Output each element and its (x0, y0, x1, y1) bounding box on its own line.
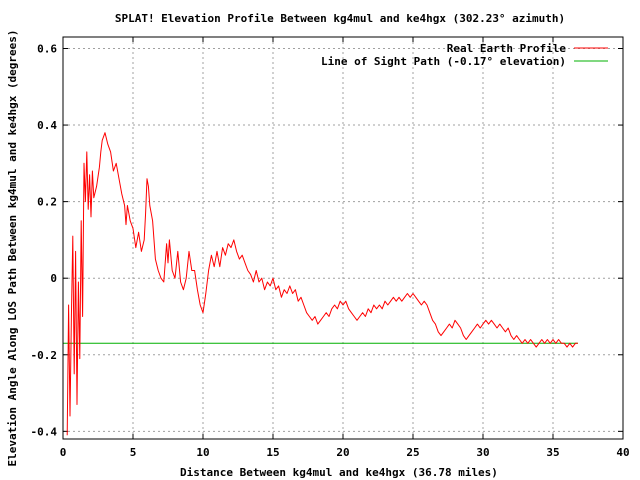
series-line-0 (66, 132, 578, 436)
x-tick-label: 10 (196, 446, 209, 459)
y-tick-label: -0.2 (31, 349, 58, 362)
chart-title: SPLAT! Elevation Profile Between kg4mul … (115, 12, 565, 25)
plot-frame (62, 36, 624, 440)
x-tick-label: 15 (266, 446, 279, 459)
x-tick-label: 35 (546, 446, 559, 459)
x-tick-label: 25 (406, 446, 419, 459)
y-tick-label: 0.4 (37, 119, 57, 132)
x-tick-label: 0 (60, 446, 67, 459)
y-axis-label: Elevation Angle Along LOS Path Between k… (6, 29, 19, 466)
x-tick-label: 20 (336, 446, 349, 459)
legend-label-0: Real Earth Profile (447, 42, 567, 55)
y-tick-label: 0 (50, 272, 57, 285)
legend-label-1: Line of Sight Path (-0.17° elevation) (321, 55, 566, 68)
series-layer (63, 132, 578, 436)
x-axis-label: Distance Between kg4mul and ke4hgx (36.7… (180, 466, 498, 479)
x-tick-label: 5 (130, 446, 137, 459)
y-tick-label: 0.6 (37, 42, 57, 55)
x-tick-label: 40 (616, 446, 629, 459)
y-tick-label: 0.2 (37, 196, 57, 209)
x-tick-label: 30 (476, 446, 489, 459)
grid (63, 37, 623, 439)
tick-labels: 0 5 10 15 20 25 30 35 40 -0.4 -0.2 0 0.2 0.4 0.6 (31, 42, 630, 459)
y-tick-label: -0.4 (31, 425, 58, 438)
